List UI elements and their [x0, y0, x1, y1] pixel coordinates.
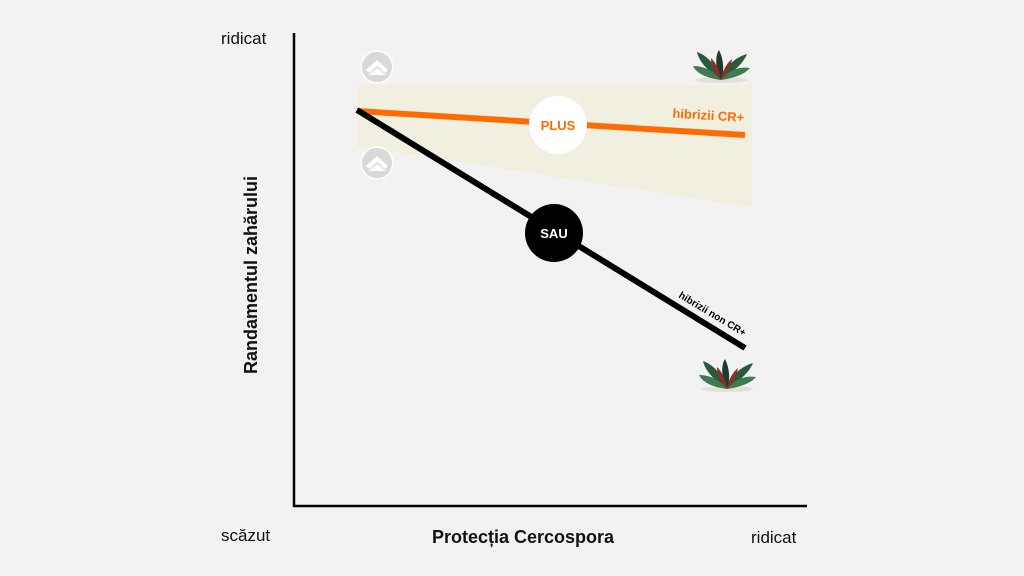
- chevron-up-icon: [360, 50, 394, 84]
- sau-badge: SAU: [525, 204, 583, 262]
- y-axis-top-label: ridicat: [221, 29, 267, 48]
- chevron-up-icon: [360, 146, 394, 180]
- plus-badge: PLUS: [529, 96, 587, 154]
- x-axis-left-label: scăzut: [221, 526, 270, 545]
- plant-icon: [693, 50, 750, 83]
- sau-badge-text: SAU: [540, 226, 567, 241]
- y-axis-title: Randamentul zahărului: [241, 176, 261, 374]
- x-axis-title: Protecția Cercospora: [432, 527, 615, 547]
- x-axis-right-label: ridicat: [751, 528, 797, 547]
- plant-icon: [699, 359, 756, 392]
- plus-badge-text: PLUS: [541, 118, 576, 133]
- cr-plus-label: hibrizii CR+: [672, 106, 745, 125]
